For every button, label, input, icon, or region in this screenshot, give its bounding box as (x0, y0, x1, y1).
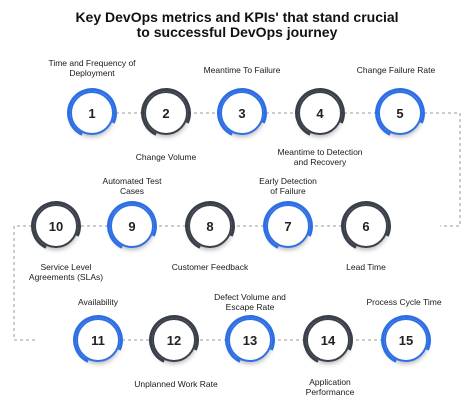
metric-label-10: Service Level Agreements (SLAs) (29, 262, 103, 282)
metric-label-line: Change Failure Rate (356, 65, 436, 75)
metric-node-1: 1 (70, 91, 114, 135)
metric-label-line: Defect Volume and (214, 292, 286, 302)
metric-label-line: Time and Frequency of (48, 58, 136, 68)
metric-label-11: Availability (78, 297, 118, 307)
metric-label-8: Customer Feedback (172, 262, 249, 272)
metric-node-12: 12 (152, 318, 196, 362)
metric-label-line: Lead Time (346, 262, 386, 272)
metric-label-4: Meantime to Detection and Recovery (277, 147, 362, 167)
metric-number: 8 (206, 218, 214, 234)
metric-label-2: Change Volume (136, 152, 197, 162)
metric-number: 2 (162, 105, 170, 121)
metric-label-15: Process Cycle Time (366, 297, 441, 307)
metric-label-6: Lead Time (346, 262, 386, 272)
metric-label-line: Process Cycle Time (366, 297, 442, 307)
metric-label-line: Escape Rate (225, 302, 275, 312)
metric-node-10: 10 (34, 204, 78, 248)
metric-label-13: Defect Volume and Escape Rate (214, 292, 286, 312)
metric-label-line: of Failure (270, 186, 306, 196)
page-title: Key DevOps metrics and KPIs' that stand … (0, 10, 474, 40)
metric-label-line: Change Volume (135, 152, 197, 162)
metric-label-line: and Recovery (293, 157, 347, 167)
metric-node-15: 15 (384, 318, 428, 362)
metric-number: 15 (398, 332, 414, 348)
metric-label-line: Meantime To Failure (203, 65, 281, 75)
metric-label-3: Meantime To Failure (204, 65, 281, 75)
metric-label-9: Automated Test Cases (103, 176, 162, 196)
metric-label-line: Deployment (69, 68, 115, 78)
metric-node-11: 11 (76, 318, 120, 362)
metric-number: 5 (396, 105, 404, 121)
metric-label-line: Automated Test (102, 176, 162, 186)
metric-number: 3 (238, 105, 246, 121)
metric-label-line: Agreements (SLAs) (28, 272, 104, 282)
title-line-1: Key DevOps metrics and KPIs' that stand … (75, 9, 399, 25)
metric-label-12: Unplanned Work Rate (134, 379, 217, 389)
metric-number: 6 (362, 218, 370, 234)
metric-number: 13 (242, 332, 258, 348)
metric-label-line: Application (309, 377, 351, 387)
metric-node-8: 8 (188, 204, 232, 248)
metric-label-14: Application Performance (306, 377, 355, 397)
metric-number: 4 (316, 105, 324, 121)
metric-number: 14 (320, 332, 336, 348)
metric-node-6: 6 (344, 204, 388, 248)
title-line-2: to successful DevOps journey (136, 24, 338, 40)
metric-label-line: Early Detection (259, 176, 317, 186)
metric-node-2: 2 (144, 91, 188, 135)
metric-label-line: Availability (77, 297, 119, 307)
metric-node-7: 7 (266, 204, 310, 248)
metric-label-line: Customer Feedback (171, 262, 249, 272)
metric-number: 10 (48, 218, 64, 234)
metric-label-7: Early Detection of Failure (259, 176, 317, 196)
metric-label-line: Performance (305, 387, 355, 397)
metric-node-5: 5 (378, 91, 422, 135)
metric-node-3: 3 (220, 91, 264, 135)
metric-node-4: 4 (298, 91, 342, 135)
metric-label-line: Unplanned Work Rate (134, 379, 218, 389)
metric-label-line: Cases (119, 186, 145, 196)
metric-number: 12 (166, 332, 182, 348)
metric-number: 1 (88, 105, 96, 121)
metric-number: 9 (128, 218, 136, 234)
metric-node-9: 9 (110, 204, 154, 248)
metric-node-13: 13 (228, 318, 272, 362)
metric-label-line: Meantime to Detection (277, 147, 363, 157)
metric-label-5: Change Failure Rate (357, 65, 435, 75)
metric-label-1: Time and Frequency of Deployment (48, 58, 135, 78)
metric-number: 11 (91, 332, 105, 348)
metric-label-line: Service Level (40, 262, 92, 272)
metric-node-14: 14 (306, 318, 350, 362)
metric-number: 7 (284, 218, 292, 234)
